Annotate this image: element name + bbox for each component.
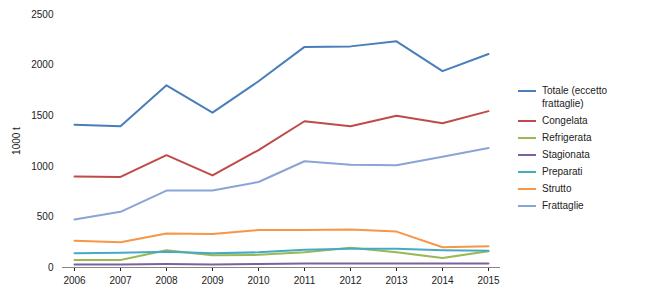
svg-text:2010: 2010: [247, 275, 270, 286]
svg-text:500: 500: [37, 211, 54, 222]
svg-text:2006: 2006: [63, 275, 86, 286]
svg-text:2015: 2015: [477, 275, 500, 286]
svg-text:2014: 2014: [431, 275, 454, 286]
svg-text:2009: 2009: [201, 275, 224, 286]
svg-text:2500: 2500: [31, 9, 54, 20]
svg-text:0: 0: [48, 262, 54, 273]
html-text:Preparati: Preparati: [542, 165, 583, 177]
svg-text:2007: 2007: [109, 275, 132, 286]
html-text:Strutto: Strutto: [542, 182, 572, 194]
html-text:Congelata: Congelata: [542, 114, 588, 126]
svg-text:2000: 2000: [31, 59, 54, 70]
svg-text:2008: 2008: [155, 275, 178, 286]
svg-text:1500: 1500: [31, 110, 54, 121]
svg-text:2013: 2013: [385, 275, 408, 286]
svg-text:1000: 1000: [31, 161, 54, 172]
svg-text:2012: 2012: [339, 275, 362, 286]
svg-text:2011: 2011: [294, 275, 316, 286]
html-text:Frattaglie: Frattaglie: [542, 199, 584, 211]
html-text:Totale (eccetto frattaglie): Totale (eccetto frattaglie): [542, 84, 607, 109]
html-text:Stagionata: Stagionata: [542, 148, 590, 160]
svg-text:1000 t: 1000 t: [11, 127, 22, 155]
html-text:Refrigerata: Refrigerata: [542, 131, 592, 143]
